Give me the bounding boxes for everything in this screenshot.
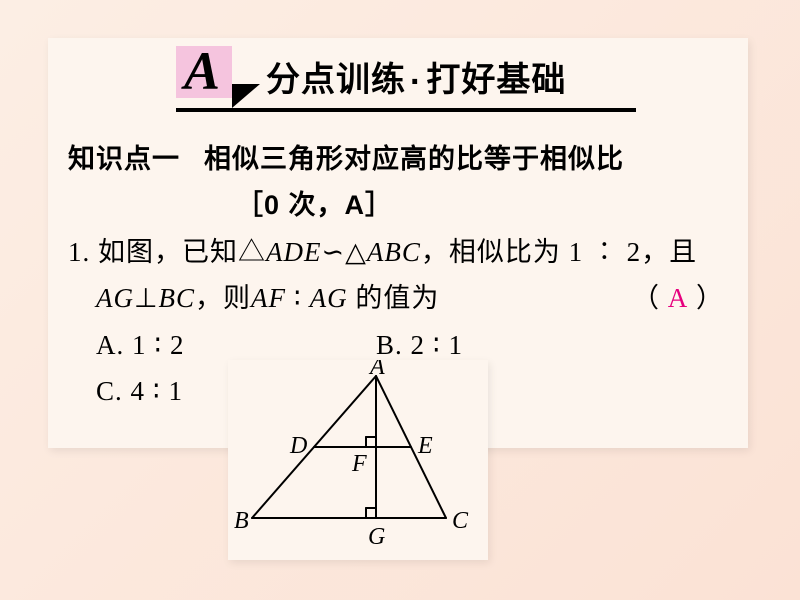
q2-text-c: ，则 — [195, 283, 251, 313]
svg-text:D: D — [289, 433, 307, 459]
question-line-1: 1. 如图，已知△ADE∽△ABC，相似比为 1 ∶ 2，且 — [68, 229, 728, 275]
header-dot: · — [410, 63, 422, 102]
sym-ag-2: AG — [310, 283, 348, 313]
answer-paren: （ A ） — [632, 275, 724, 321]
slide: A 分点训练·打好基础 知识点一相似三角形对应高的比等于相似比 ［0 次，A］ … — [0, 0, 800, 600]
q1-text-a: 如图，已知△ — [98, 237, 266, 267]
knowledge-title: 相似三角形对应高的比等于相似比 — [204, 144, 624, 174]
svg-text:G: G — [368, 524, 385, 550]
colon: ∶ — [286, 283, 310, 313]
header-title-right: 打好基础 — [426, 61, 566, 99]
svg-text:A: A — [368, 360, 385, 380]
knowledge-line-1: 知识点一相似三角形对应高的比等于相似比 — [68, 136, 728, 182]
header-title: 分点训练·打好基础 — [266, 52, 566, 102]
diagram: A B C G D E F — [228, 360, 488, 560]
q1-text-c: ，相似比为 1 ∶ 2，且 — [421, 237, 697, 267]
triangle-svg: A B C G D E F — [228, 360, 488, 560]
sym-ade: ADE — [266, 237, 321, 267]
svg-text:B: B — [234, 508, 249, 534]
header-underline — [176, 108, 636, 112]
paren-l: （ — [632, 283, 660, 313]
q1-text-b: ∽△ — [321, 237, 366, 267]
paren-r: ） — [696, 283, 724, 313]
badge-letter: A — [184, 40, 220, 102]
sym-af: AF — [251, 283, 286, 313]
q2-text-f: 的值为 — [348, 283, 440, 313]
perp: ⊥ — [134, 283, 159, 313]
sym-bc: BC — [159, 283, 196, 313]
question-number: 1. — [68, 237, 90, 267]
question-line-2: AG⊥BC，则AF ∶ AG 的值为 （ A ） — [68, 275, 728, 321]
knowledge-sub: ［0 次，A］ — [68, 182, 728, 228]
svg-text:E: E — [417, 433, 433, 459]
sym-abc: ABC — [367, 237, 421, 267]
badge-triangle-icon — [232, 84, 260, 108]
svg-text:F: F — [351, 451, 367, 477]
sym-ag: AG — [96, 283, 134, 313]
diagram-card: A B C G D E F — [228, 360, 488, 560]
header-title-left: 分点训练 — [266, 61, 406, 99]
svg-text:C: C — [452, 508, 469, 534]
section-header: A 分点训练·打好基础 — [48, 46, 748, 116]
answer: A — [668, 283, 689, 313]
knowledge-label: 知识点一 — [68, 144, 180, 174]
